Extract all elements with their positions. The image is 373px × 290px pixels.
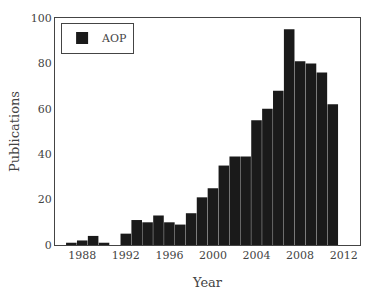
svg-text:1992: 1992 xyxy=(112,249,140,262)
svg-text:Year: Year xyxy=(192,275,223,290)
svg-text:20: 20 xyxy=(38,193,52,206)
svg-text:2012: 2012 xyxy=(330,249,358,262)
svg-text:1988: 1988 xyxy=(68,249,96,262)
svg-text:2004: 2004 xyxy=(243,249,271,262)
svg-text:1996: 1996 xyxy=(155,249,183,262)
svg-text:60: 60 xyxy=(38,103,52,116)
svg-text:Publications: Publications xyxy=(7,91,22,172)
svg-text:2000: 2000 xyxy=(199,249,227,262)
svg-text:100: 100 xyxy=(31,12,52,25)
svg-text:40: 40 xyxy=(38,148,52,161)
svg-text:2008: 2008 xyxy=(286,249,314,262)
svg-text:AOP: AOP xyxy=(101,32,127,45)
svg-text:80: 80 xyxy=(38,57,52,70)
svg-text:0: 0 xyxy=(45,239,52,252)
